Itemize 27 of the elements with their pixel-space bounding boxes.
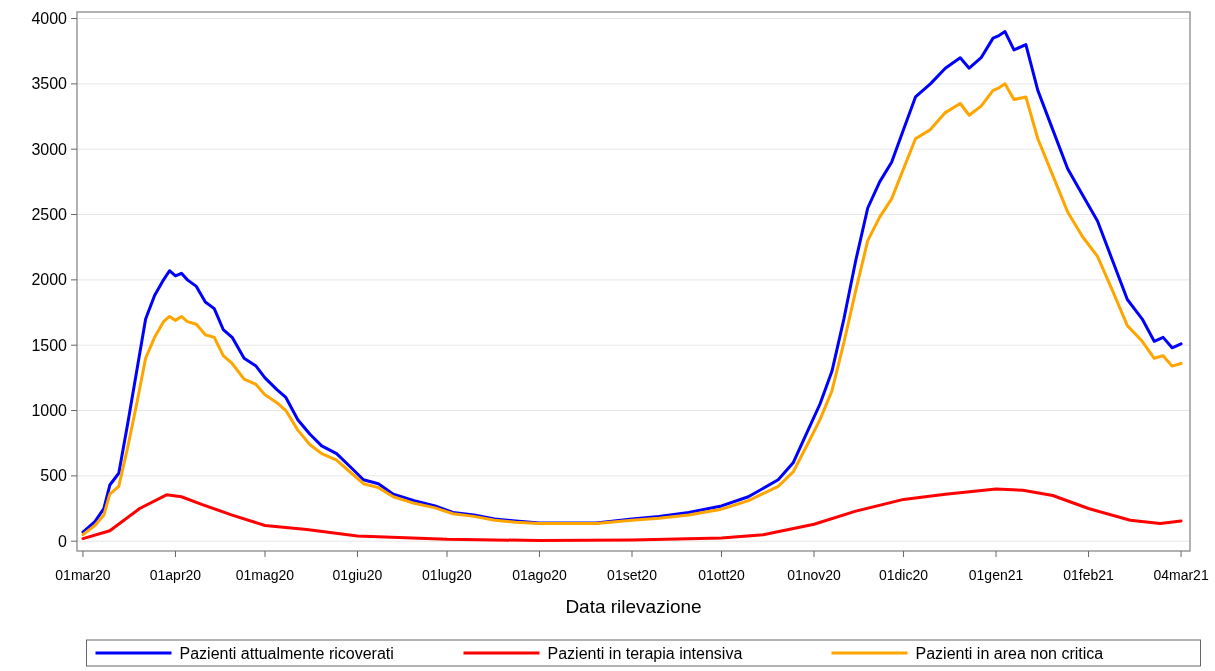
x-tick-label: 01gen21 (968, 567, 1024, 583)
x-tick-label: 01feb21 (1063, 567, 1115, 583)
legend-label: Pazienti in area non critica (915, 644, 1104, 662)
y-tick-label: 2500 (31, 206, 68, 224)
x-tick-label: 01mar20 (55, 567, 111, 583)
y-tick-label: 3000 (31, 140, 68, 158)
x-tick-label: 01mag20 (235, 567, 295, 583)
y-tick-label: 0 (58, 532, 68, 550)
line-series (81, 487, 1183, 543)
x-tick-label: 01ago20 (512, 567, 567, 583)
y-tick-label: 1500 (31, 336, 68, 354)
legend-label: Pazienti in terapia intensiva (547, 644, 743, 662)
y-tick-label: 2000 (31, 271, 68, 289)
x-tick-label: 04mar21 (1153, 567, 1209, 583)
x-axis-title: Data rilevazione (565, 596, 702, 617)
x-tick-label: 01dic20 (879, 567, 929, 583)
x-tick-label: 01apr20 (149, 567, 202, 583)
y-tick-label: 1000 (31, 402, 68, 420)
y-tick-label: 500 (40, 467, 68, 485)
y-tick-label: 4000 (31, 10, 68, 28)
legend-label: Pazienti attualmente ricoverati (179, 644, 394, 662)
x-tick-label: 01set20 (607, 567, 658, 583)
x-tick-label: 01ott20 (698, 567, 746, 583)
x-tick-label: 01nov20 (787, 567, 842, 583)
x-tick-label: 01giu20 (332, 567, 383, 583)
x-tick-label: 01lug20 (422, 567, 473, 583)
y-tick-label: 3500 (31, 75, 68, 93)
